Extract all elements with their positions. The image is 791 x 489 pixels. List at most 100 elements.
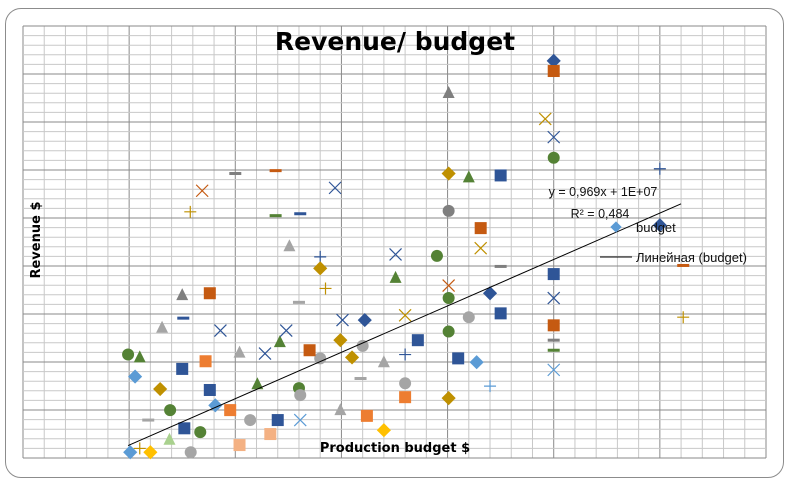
point-circle [547, 151, 560, 164]
point-x [398, 308, 412, 322]
point-triangle [176, 288, 189, 301]
trendline-equation: y = 0,969x + 1E+07 [549, 185, 658, 199]
point-circle [442, 204, 455, 217]
point-diamond [441, 391, 456, 406]
point-dash [269, 169, 282, 173]
gridlines [22, 25, 767, 459]
point-dash [677, 263, 690, 267]
point-x [442, 279, 456, 293]
point-square [547, 319, 560, 332]
point-dash [292, 300, 305, 304]
point-triangle [273, 335, 286, 348]
point-circle [294, 389, 307, 402]
point-dash [547, 338, 560, 342]
legend-label-trendline: Линейная (budget) [636, 250, 747, 265]
y-axis-label: Revenue $ [29, 201, 44, 278]
legend-label-budget: budget [636, 220, 676, 235]
point-triangle [133, 350, 146, 363]
point-circle [244, 414, 257, 427]
point-x [214, 324, 227, 338]
point-circle [314, 352, 327, 365]
point-circle [462, 311, 475, 324]
point-square [176, 362, 189, 375]
point-circle [122, 348, 135, 361]
legend-marker-budget [610, 221, 622, 233]
point-square [233, 439, 246, 452]
point-square [411, 334, 424, 347]
point-triangle [233, 345, 246, 358]
point-x [328, 181, 342, 195]
point-x [389, 248, 402, 261]
point-square [547, 268, 560, 281]
point-diamond [333, 333, 348, 348]
point-diamond [546, 53, 561, 68]
point-x [336, 313, 349, 327]
point-x [547, 363, 561, 377]
point-plus [399, 348, 412, 361]
point-x [547, 130, 561, 144]
point-diamond [313, 261, 328, 276]
point-x [474, 241, 488, 255]
point-dash [269, 214, 282, 218]
point-x [538, 112, 552, 126]
point-square [547, 65, 560, 78]
point-square [452, 352, 465, 365]
point-circle [430, 249, 443, 262]
point-dash [142, 418, 155, 422]
point-square [199, 355, 212, 368]
point-diamond [153, 381, 168, 397]
point-x [293, 413, 307, 427]
point-triangle [163, 432, 176, 445]
point-square [264, 428, 277, 441]
legend: budget Линейная (budget) [600, 220, 747, 265]
point-triangle [156, 320, 169, 333]
point-circle [442, 292, 455, 305]
point-diamond [376, 423, 391, 438]
point-dash [294, 212, 307, 216]
point-triangle [442, 86, 455, 99]
point-triangle [283, 239, 296, 252]
point-x [195, 184, 209, 198]
point-diamond [357, 312, 372, 328]
point-square [399, 391, 412, 404]
point-square [494, 169, 507, 182]
point-circle [442, 325, 455, 338]
point-circle [194, 426, 207, 439]
point-square [271, 414, 284, 427]
point-plus [319, 282, 332, 295]
point-diamond [128, 369, 143, 384]
point-circle [164, 404, 177, 417]
chart-area [5, 8, 784, 478]
point-square [474, 222, 487, 235]
chart-title: Revenue/ budget [275, 27, 515, 56]
point-triangle [334, 403, 347, 416]
point-square [178, 422, 191, 435]
point-plus [184, 205, 197, 218]
point-square [303, 344, 316, 357]
point-plus [133, 442, 146, 455]
point-x [279, 324, 293, 338]
point-plus [653, 162, 666, 175]
point-diamond [469, 355, 484, 370]
point-dash [229, 172, 242, 176]
point-triangle [251, 377, 264, 390]
trendline-r2: R² = 0,484 [571, 207, 630, 221]
point-circle [356, 339, 369, 352]
point-diamond [143, 445, 158, 460]
point-plus [484, 380, 497, 393]
x-axis-label: Production budget $ [320, 441, 470, 456]
point-diamond [441, 166, 456, 181]
point-dash [547, 348, 560, 352]
point-dash [494, 264, 507, 268]
point-square [360, 409, 373, 422]
point-triangle [462, 170, 475, 183]
point-circle [399, 377, 412, 390]
point-triangle [377, 355, 390, 368]
point-triangle [389, 270, 402, 283]
point-diamond [482, 286, 498, 301]
point-plus [314, 250, 327, 263]
data-points [122, 53, 690, 460]
point-plus [677, 311, 690, 324]
point-diamond [123, 445, 138, 460]
